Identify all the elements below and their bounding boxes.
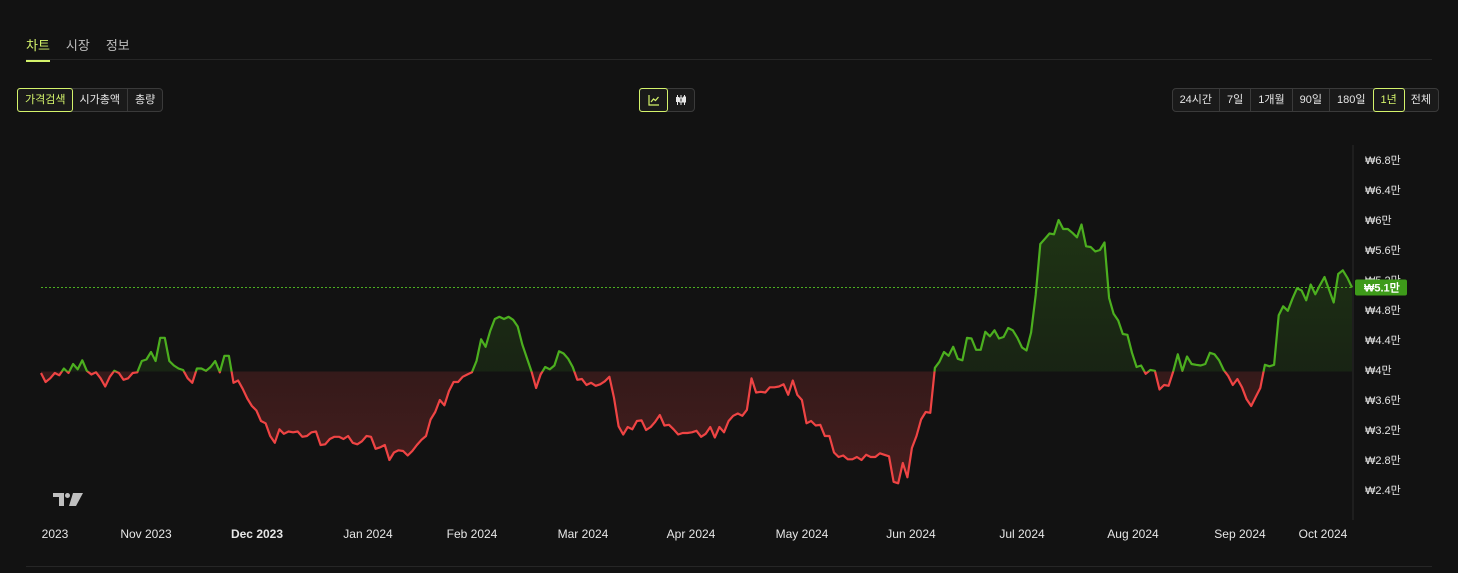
current-price-label: ₩5.1만 xyxy=(1355,279,1407,296)
bottom-divider xyxy=(26,566,1432,567)
y-tick-label: ₩2.4만 xyxy=(1365,484,1401,497)
x-tick-label: 2023 xyxy=(42,527,69,541)
x-tick-label: Jun 2024 xyxy=(886,527,936,541)
y-tick-label: ₩5.6만 xyxy=(1365,244,1401,257)
y-tick-label: ₩2.8만 xyxy=(1365,454,1401,467)
time-range-selector: 24시간 7일 1개월 90일 180일 1년 전체 xyxy=(1171,88,1439,112)
market-cap-button[interactable]: 시가총액 xyxy=(72,89,128,111)
area-below-baseline xyxy=(41,371,1352,484)
y-tick-label: ₩4만 xyxy=(1365,364,1392,377)
x-axis: 2023 Nov 2023 Dec 2023 Jan 2024 Feb 2024 Mar … xyxy=(42,527,1348,541)
area-above-baseline xyxy=(41,220,1352,372)
range-7d-button[interactable]: 7일 xyxy=(1220,89,1252,111)
range-1m-button[interactable]: 1개월 xyxy=(1251,89,1293,111)
y-tick-label: ₩4.8만 xyxy=(1365,304,1401,317)
x-tick-label: Jul 2024 xyxy=(999,527,1045,541)
top-tabs: 차트 시장 정보 xyxy=(26,35,130,62)
price-chart[interactable]: ₩6.8만₩6.4만₩6만₩5.6만₩5.2만₩4.8만₩4.4만₩4만₩3.6… xyxy=(0,130,1458,550)
y-tick-label: ₩3.2만 xyxy=(1365,424,1401,437)
x-tick-label: Aug 2024 xyxy=(1107,527,1159,541)
range-180d-button[interactable]: 180일 xyxy=(1330,89,1374,111)
tab-chart[interactable]: 차트 xyxy=(26,35,50,62)
current-price-text: ₩5.1만 xyxy=(1364,281,1400,295)
area-fills xyxy=(41,220,1352,484)
volume-button[interactable]: 총량 xyxy=(134,94,156,106)
y-tick-label: ₩6.4만 xyxy=(1365,184,1401,197)
current-price-badge xyxy=(1355,279,1407,296)
x-tick-label: Oct 2024 xyxy=(1299,527,1348,541)
tabs-divider xyxy=(26,59,1432,60)
chart-type-selector xyxy=(639,88,695,112)
range-1y-button[interactable]: 1년 xyxy=(1372,88,1405,112)
candlestick-button[interactable] xyxy=(667,89,694,111)
line-chart-button[interactable] xyxy=(639,88,668,112)
x-tick-label: Jan 2024 xyxy=(343,527,393,541)
price-button[interactable]: 가격검색 xyxy=(17,88,74,112)
x-tick-label: Sep 2024 xyxy=(1214,527,1266,541)
y-tick-label: ₩6만 xyxy=(1365,214,1392,227)
x-tick-label: Feb 2024 xyxy=(447,527,498,541)
y-tick-label: ₩3.6만 xyxy=(1365,394,1401,407)
range-90d-button[interactable]: 90일 xyxy=(1293,89,1331,111)
tab-market[interactable]: 시장 xyxy=(65,38,90,53)
y-tick-label: ₩4.4만 xyxy=(1365,334,1401,347)
metric-selector: 가격검색 시가총액 총량 xyxy=(17,88,164,112)
price-lines xyxy=(40,218,1353,485)
line-chart-icon xyxy=(647,95,659,106)
tab-info[interactable]: 정보 xyxy=(105,38,130,53)
y-tick-label: ₩6.8만 xyxy=(1365,154,1401,167)
x-tick-label: Apr 2024 xyxy=(667,527,716,541)
range-24h-button[interactable]: 24시간 xyxy=(1173,89,1221,111)
x-tick-label: May 2024 xyxy=(776,527,829,541)
x-tick-label: Dec 2023 xyxy=(231,527,283,541)
price-line-down xyxy=(40,371,1265,485)
price-line-up xyxy=(60,218,1353,372)
x-tick-label: Mar 2024 xyxy=(558,527,609,541)
y-axis: ₩6.8만₩6.4만₩6만₩5.6만₩5.2만₩4.8만₩4.4만₩4만₩3.6… xyxy=(1365,154,1401,497)
candlestick-icon xyxy=(675,95,686,105)
tradingview-logo-icon xyxy=(53,493,83,506)
x-tick-label: Nov 2023 xyxy=(120,527,172,541)
range-all-button[interactable]: 전체 xyxy=(1410,94,1431,106)
